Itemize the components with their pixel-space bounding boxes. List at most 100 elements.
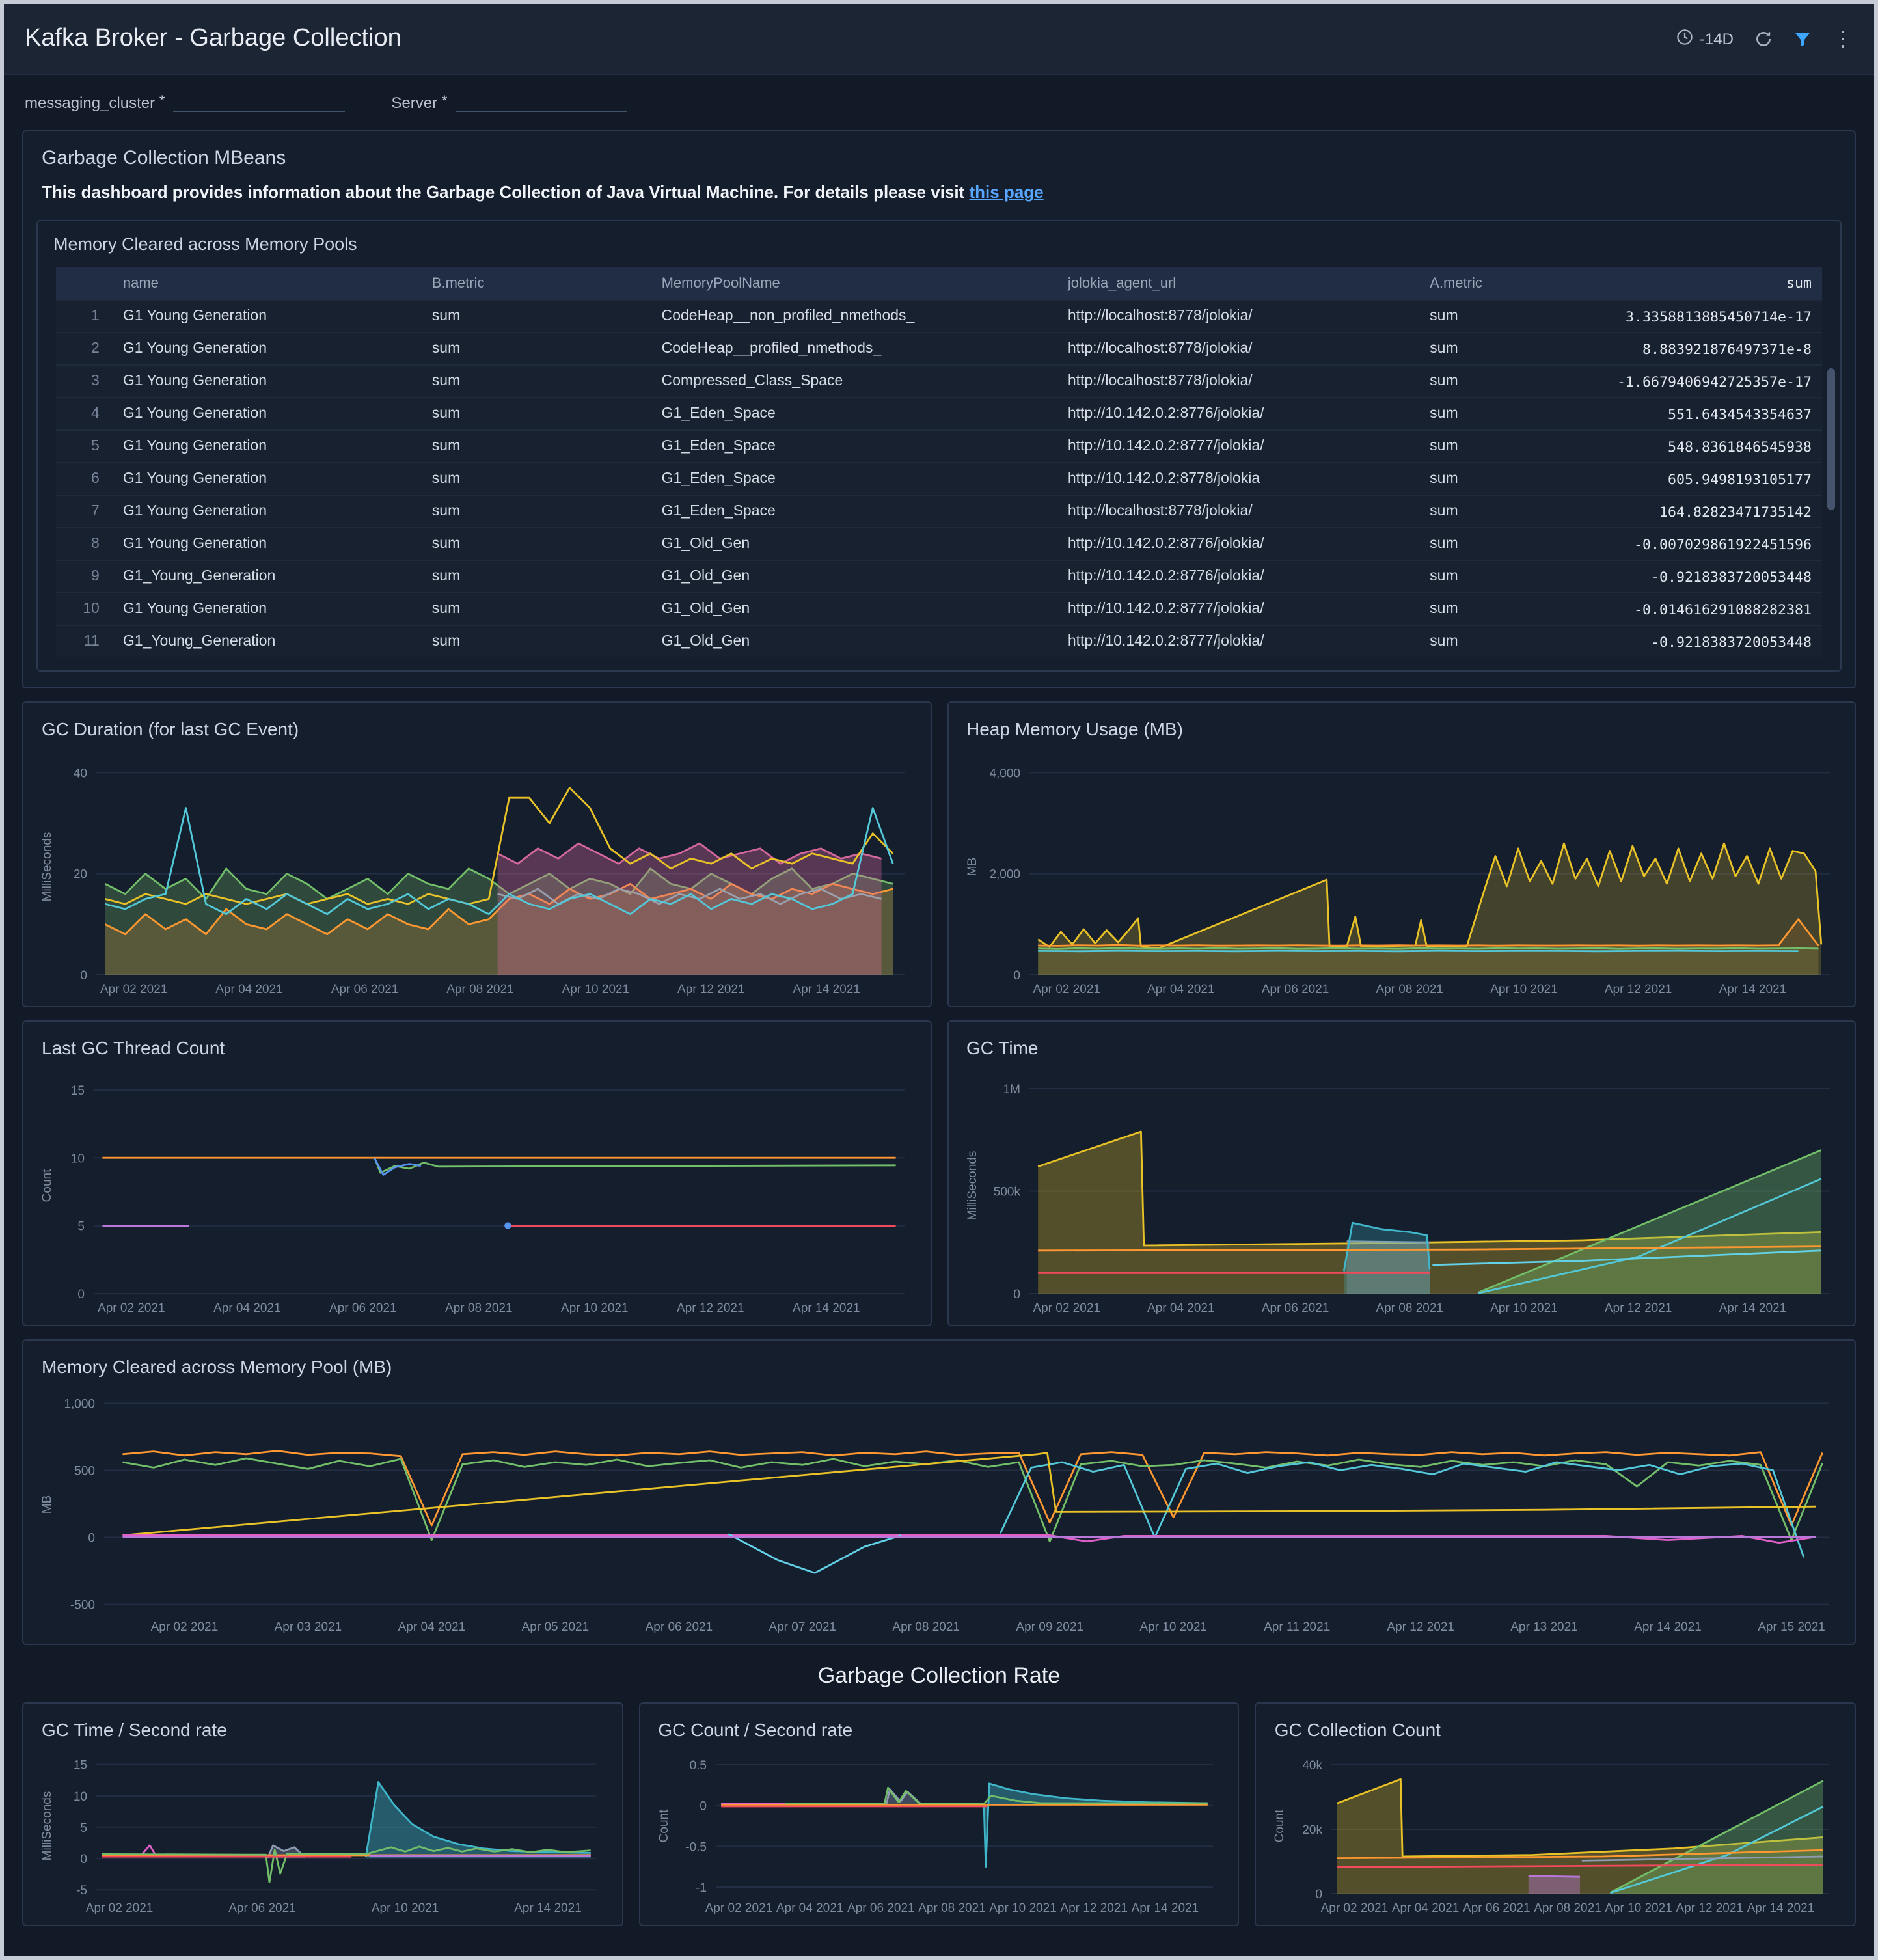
svg-text:MB: MB (40, 1495, 54, 1514)
panel-gc-count-rate: GC Count / Second rate -1 -0.5 0 0.5 Apr 02 … (638, 1702, 1240, 1926)
svg-text:Apr 04 2021: Apr 04 2021 (776, 1901, 843, 1915)
memory-cleared-chart[interactable]: -500 0 500 1,000 Apr 02 2021 Apr 03 2021 Apr 0… (36, 1385, 1842, 1639)
svg-text:Apr 08 2021: Apr 08 2021 (445, 1301, 513, 1315)
clock-icon (1676, 29, 1693, 49)
svg-text:Apr 10 2021: Apr 10 2021 (989, 1901, 1057, 1915)
mbeans-table-body: 1 G1 Young Generation sum CodeHeap__non_pro… (56, 299, 1822, 657)
panel-memory-cleared-table: Memory Cleared across Memory Pools name B… (36, 220, 1842, 672)
svg-text:Apr 07 2021: Apr 07 2021 (769, 1620, 836, 1634)
gc-time-rate-chart[interactable]: -5 0 5 10 15 Apr 02 2021 Apr 06 2021 Apr 10 202… (36, 1748, 608, 1920)
svg-text:Count: Count (657, 1809, 670, 1842)
svg-text:0: 0 (80, 969, 87, 983)
svg-text:1,000: 1,000 (64, 1397, 95, 1411)
table-row[interactable]: 10 G1 Young Generation sum G1_Old_Gen http:/… (56, 592, 1822, 625)
svg-text:500: 500 (74, 1464, 95, 1478)
filter-server: Server * (391, 87, 627, 112)
messaging-cluster-input[interactable] (172, 87, 345, 112)
svg-text:Apr 12 2021: Apr 12 2021 (1604, 1301, 1672, 1315)
svg-text:Apr 04 2021: Apr 04 2021 (1393, 1901, 1460, 1915)
table-row[interactable]: 4 G1 Young Generation sum G1_Eden_Space http… (56, 397, 1822, 430)
svg-text:Apr 12 2021: Apr 12 2021 (1676, 1901, 1744, 1915)
svg-text:Apr 10 2021: Apr 10 2021 (372, 1901, 439, 1915)
svg-text:0: 0 (80, 1853, 87, 1866)
svg-text:0: 0 (1013, 969, 1020, 983)
svg-text:20: 20 (74, 868, 87, 882)
required-mark: * (441, 94, 448, 109)
table-row[interactable]: 7 G1 Young Generation sum G1_Eden_Space http… (56, 495, 1822, 528)
gc-count-rate-chart[interactable]: -1 -0.5 0 0.5 Apr 02 2021 Apr 04 2021 Apr 06 2… (653, 1748, 1225, 1920)
this-page-link[interactable]: this page (969, 182, 1044, 202)
mbeans-table: name B.metric MemoryPoolName jolokia_agent_… (56, 267, 1822, 657)
table-row[interactable]: 5 G1 Young Generation sum G1_Eden_Space http… (56, 429, 1822, 463)
kebab-menu-icon[interactable]: ⋮ (1832, 29, 1853, 51)
heap-memory-chart[interactable]: 0 2,000 4,000 Apr 02 2021 Apr 04 2021 Apr 06 … (961, 747, 1842, 1001)
panel-title: GC Collection Count (1274, 1719, 1441, 1740)
svg-text:5: 5 (77, 1220, 85, 1234)
dashboard: Kafka Broker - Garbage Collection -14D ⋮… (4, 4, 1874, 1956)
table-row[interactable]: 2 G1 Young Generation sum CodeHeap__profile… (56, 332, 1822, 365)
svg-text:1M: 1M (1003, 1083, 1020, 1096)
table-panel-title: Memory Cleared across Memory Pools (53, 234, 357, 254)
table-row[interactable]: 11 G1_Young_Generation sum G1_Old_Gen http:/… (56, 625, 1822, 657)
mbeans-table-head-row: name B.metric MemoryPoolName jolokia_agent_… (56, 267, 1822, 300)
svg-text:Apr 06 2021: Apr 06 2021 (847, 1901, 914, 1915)
svg-text:Apr 08 2021: Apr 08 2021 (1375, 1301, 1443, 1315)
filter-label: Server * (391, 94, 448, 112)
table-row[interactable]: 1 G1 Young Generation sum CodeHeap__non_pro… (56, 299, 1822, 333)
svg-text:15: 15 (71, 1084, 85, 1098)
svg-text:Apr 14 2021: Apr 14 2021 (793, 1301, 860, 1315)
time-range-button[interactable]: -14D (1676, 29, 1734, 49)
time-range-label: -14D (1699, 30, 1734, 48)
panel-title: GC Time / Second rate (42, 1719, 227, 1740)
svg-text:Apr 02 2021: Apr 02 2021 (1032, 983, 1100, 996)
filter-bar: messaging_cluster * Server * (4, 75, 1874, 120)
server-input[interactable] (455, 87, 627, 112)
table-row[interactable]: 8 G1 Young Generation sum G1_Old_Gen http://… (56, 527, 1822, 560)
svg-text:500k: 500k (993, 1185, 1020, 1199)
column-header[interactable] (56, 267, 113, 300)
refresh-icon[interactable] (1754, 30, 1773, 48)
chart-row-3: Memory Cleared across Memory Pool (MB) -… (22, 1339, 1856, 1645)
svg-text:Apr 10 2021: Apr 10 2021 (1605, 1901, 1673, 1915)
panel-memory-cleared-chart: Memory Cleared across Memory Pool (MB) -… (22, 1339, 1856, 1645)
svg-text:Apr 12 2021: Apr 12 2021 (1060, 1901, 1128, 1915)
table-scrollbar[interactable] (1827, 315, 1835, 652)
table-scrollbar-thumb[interactable] (1827, 368, 1835, 511)
svg-text:Apr 08 2021: Apr 08 2021 (446, 983, 514, 996)
svg-text:Apr 06 2021: Apr 06 2021 (1261, 1301, 1329, 1315)
header: Kafka Broker - Garbage Collection -14D ⋮ (4, 4, 1874, 75)
column-header[interactable]: B.metric (421, 267, 651, 300)
svg-text:Apr 10 2021: Apr 10 2021 (562, 983, 630, 996)
table-row[interactable]: 3 G1 Young Generation sum Compressed_Class_… (56, 364, 1822, 398)
svg-text:Apr 14 2021: Apr 14 2021 (1131, 1901, 1199, 1915)
svg-text:Apr 02 2021: Apr 02 2021 (86, 1901, 154, 1915)
svg-text:Apr 09 2021: Apr 09 2021 (1016, 1620, 1083, 1634)
column-header[interactable]: sum (1605, 267, 1822, 300)
panel-gc-collection-count: GC Collection Count 0 20k 40k Apr 02 2021 Ap… (1255, 1702, 1857, 1926)
column-header[interactable]: A.metric (1419, 267, 1605, 300)
panel-title: Memory Cleared across Memory Pool (MB) (42, 1356, 392, 1377)
filter-icon[interactable] (1793, 30, 1812, 48)
column-header[interactable]: name (112, 267, 422, 300)
gc-duration-chart[interactable]: 0 20 40 Apr 02 2021 Apr 04 2021 Apr 06 2021 Ap… (36, 747, 917, 1001)
table-row[interactable]: 6 G1 Young Generation sum G1_Eden_Space http… (56, 462, 1822, 495)
svg-text:20k: 20k (1303, 1823, 1323, 1837)
svg-text:Apr 12 2021: Apr 12 2021 (677, 1301, 744, 1315)
svg-text:0: 0 (1316, 1888, 1323, 1901)
svg-text:Apr 14 2021: Apr 14 2021 (1634, 1620, 1702, 1634)
gc-collection-count-chart[interactable]: 0 20k 40k Apr 02 2021 Apr 04 2021 Apr 06 2021… (1270, 1748, 1842, 1920)
last-gc-thread-chart[interactable]: 0 5 10 15 Apr 02 2021 Apr 04 2021 Apr 06 2021 A… (36, 1066, 917, 1320)
column-header[interactable]: MemoryPoolName (651, 267, 1057, 300)
panel-gc-time: GC Time 0 500k 1M Apr 02 2021 Apr 04 2021 Apr… (947, 1020, 1856, 1326)
svg-text:-1: -1 (695, 1881, 706, 1895)
chart-row-4: GC Time / Second rate -5 0 5 10 15 Apr 02 202… (22, 1702, 1857, 1926)
panel-title: GC Count / Second rate (658, 1719, 853, 1740)
svg-text:Apr 04 2021: Apr 04 2021 (213, 1301, 281, 1315)
svg-text:Apr 14 2021: Apr 14 2021 (1747, 1901, 1815, 1915)
table-row[interactable]: 9 G1_Young_Generation sum G1_Old_Gen http://… (56, 560, 1822, 593)
gc-time-chart[interactable]: 0 500k 1M Apr 02 2021 Apr 04 2021 Apr 06 2021… (961, 1066, 1842, 1320)
svg-text:MilliSeconds: MilliSeconds (965, 1151, 979, 1221)
svg-text:10: 10 (71, 1152, 85, 1165)
column-header[interactable]: jolokia_agent_url (1057, 267, 1420, 300)
